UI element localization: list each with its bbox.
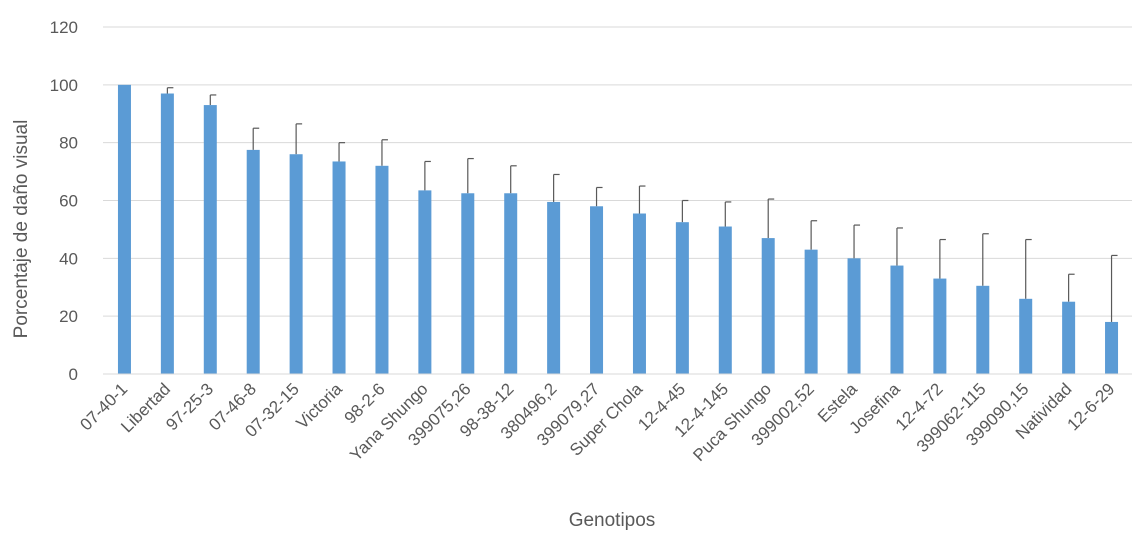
bar: [246, 149, 260, 374]
bar: [1062, 301, 1076, 374]
bar: [933, 278, 947, 374]
bar: [547, 201, 561, 374]
bar: [418, 190, 432, 374]
x-tick-label: 97-25-3: [162, 379, 217, 434]
bar: [761, 238, 775, 374]
bar: [890, 265, 904, 374]
bar: [976, 285, 990, 374]
bar: [504, 193, 518, 374]
y-tick-label: 60: [59, 192, 78, 211]
bar: [675, 222, 689, 374]
x-tick-label: 12-6-29: [1063, 379, 1118, 434]
y-axis-title: Porcentaje de daño visual: [11, 120, 32, 339]
bar: [1019, 298, 1033, 374]
y-tick-label: 120: [50, 18, 78, 37]
gridlines: [103, 26, 1132, 317]
bar: [160, 93, 174, 374]
y-tick-labels: 0 20 40 60 80 100 120: [50, 18, 78, 384]
bar: [718, 226, 732, 374]
y-tick-label: 0: [69, 365, 78, 384]
bar: [590, 206, 604, 374]
x-axis-title: Genotipos: [569, 510, 656, 531]
bar: [1105, 321, 1119, 374]
bar: [804, 249, 818, 374]
bar: [632, 213, 646, 374]
x-tick-labels: 07-40-1Libertad97-25-307-46-807-32-15Vic…: [76, 379, 1118, 465]
error-bars: [166, 87, 1118, 322]
bar: [203, 105, 217, 374]
bar: [332, 161, 346, 374]
bar: [289, 154, 303, 374]
y-tick-label: 20: [59, 307, 78, 326]
x-tick-label: Victoria: [293, 379, 347, 433]
y-tick-label: 80: [59, 134, 78, 153]
bars: [117, 84, 1119, 374]
bar: [117, 84, 131, 374]
bar: [461, 193, 475, 374]
y-tick-label: 100: [50, 76, 78, 95]
bar: [375, 165, 389, 374]
bar: [847, 258, 861, 374]
y-tick-label: 40: [59, 249, 78, 268]
